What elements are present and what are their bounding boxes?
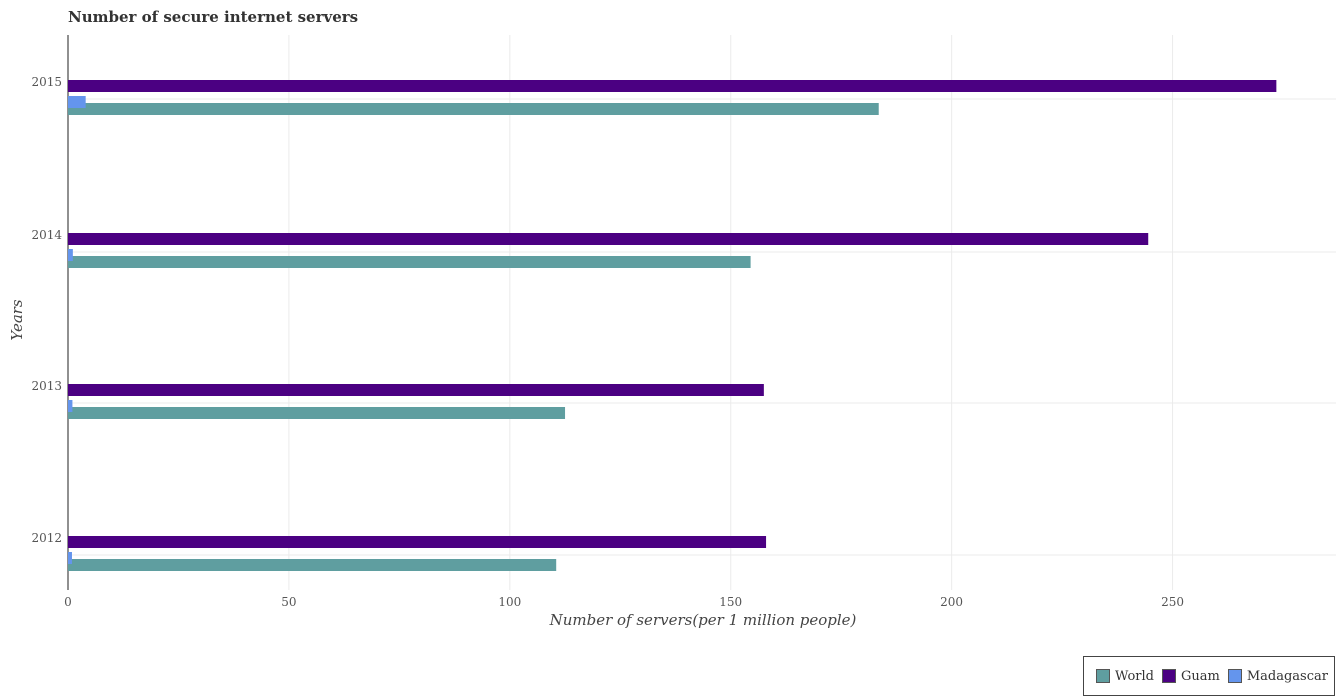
bar-guam-2012: [68, 536, 767, 548]
bar-world-2012: [68, 559, 557, 571]
y-axis-label: Years: [8, 299, 26, 341]
y-ticks: 2012 2013 2014 2015: [31, 75, 62, 545]
bar-guam-2014: [68, 233, 1149, 245]
y-tick-label: 2013: [31, 379, 62, 393]
bar-world-2013: [68, 407, 566, 419]
legend-item-madagascar: Madagascar: [1227, 668, 1328, 684]
legend-label-guam: Guam: [1181, 668, 1220, 684]
y-tick-label: 2015: [31, 75, 62, 89]
x-ticks: 0 50 100 150 200 250: [64, 595, 1184, 609]
y-tick-label: 2012: [31, 531, 62, 545]
legend-swatch-madagascar: [1227, 669, 1242, 683]
x-tick-label: 250: [1161, 595, 1184, 609]
bar-world-2015: [68, 103, 879, 115]
legend: World Guam Madagascar: [1083, 656, 1335, 696]
bar-madagascar-2014: [68, 249, 73, 261]
bar-madagascar-2015: [68, 96, 86, 108]
x-axis-label: Number of servers(per 1 million people): [549, 611, 857, 629]
x-tick-label: 200: [940, 595, 963, 609]
y-tick-label: 2014: [31, 228, 62, 242]
legend-swatch-world: [1096, 669, 1110, 683]
x-tick-label: 150: [719, 595, 742, 609]
x-tick-label: 50: [281, 595, 296, 609]
bar-guam-2013: [68, 384, 764, 396]
bar-madagascar-2013: [68, 400, 73, 412]
legend-item-guam: Guam: [1162, 669, 1220, 684]
legend-label-madagascar: Madagascar: [1246, 668, 1328, 684]
bar-guam-2015: [68, 80, 1277, 92]
grid: [67, 35, 1336, 590]
chart-title: Number of secure internet servers: [68, 8, 359, 26]
legend-label-world: World: [1115, 668, 1154, 684]
x-tick-label: 100: [498, 595, 521, 609]
legend-item-world: World: [1096, 669, 1154, 684]
bars: [68, 80, 1277, 571]
legend-swatch-guam: [1162, 669, 1176, 683]
x-tick-label: 0: [64, 595, 72, 609]
bar-madagascar-2012: [68, 552, 72, 564]
bar-world-2014: [68, 256, 751, 268]
